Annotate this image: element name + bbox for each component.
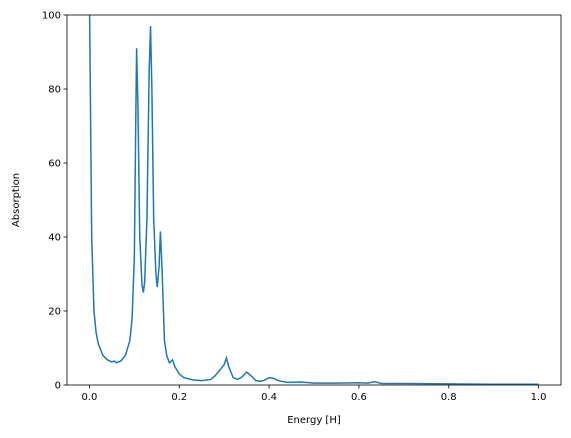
x-tick-label: 0.8 (441, 392, 457, 403)
y-tick-label: 100 (42, 11, 61, 22)
y-tick-label: 60 (48, 159, 61, 170)
x-tick-label: 0.4 (261, 392, 277, 403)
y-axis-label: Absorption (11, 173, 22, 227)
plot-frame (66, 14, 562, 386)
x-tick-label: 0.6 (351, 392, 367, 403)
data-line (88, 15, 539, 385)
y-tick-label: 0 (55, 381, 61, 392)
x-tick-label: 1.0 (531, 392, 547, 403)
x-tick-label: 0.0 (82, 392, 98, 403)
y-tick-label: 20 (48, 307, 61, 318)
y-tick-label: 80 (48, 85, 61, 96)
x-axis-label: Energy [H] (287, 415, 341, 426)
y-tick-label: 40 (48, 233, 61, 244)
x-tick-label: 0.2 (171, 392, 187, 403)
